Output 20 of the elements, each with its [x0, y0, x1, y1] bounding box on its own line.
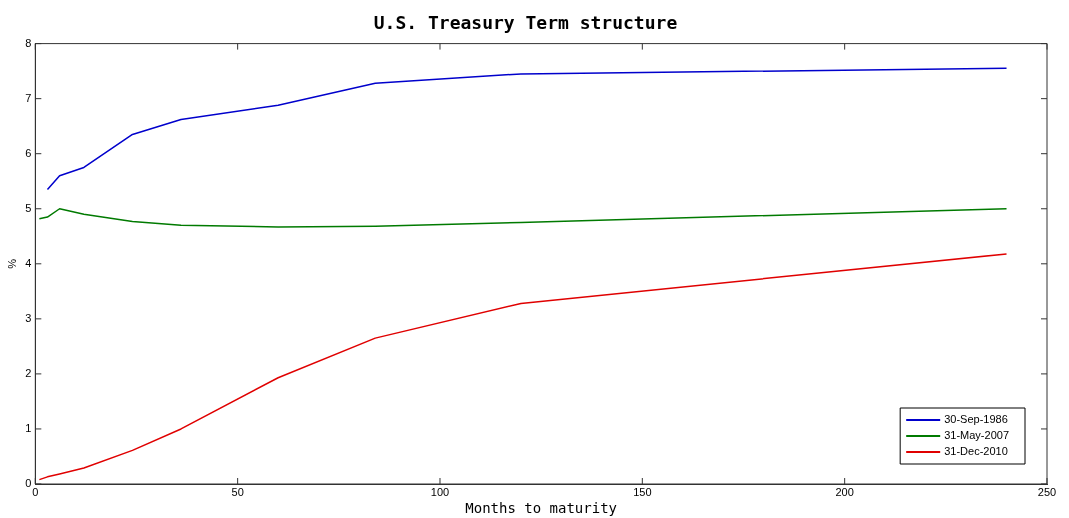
y-tick-label: 7	[25, 91, 32, 104]
legend-label: 31-Dec-2010	[944, 445, 1008, 458]
y-tick-label: 6	[25, 146, 32, 159]
x-tick-label: 50	[231, 485, 244, 498]
x-tick-label: 150	[633, 485, 652, 498]
y-tick-label: 0	[25, 477, 32, 490]
y-tick-label: 5	[25, 201, 32, 214]
x-tick-label: 200	[835, 485, 854, 498]
y-axis-title: %	[5, 258, 18, 269]
y-tick-label: 4	[25, 256, 32, 269]
chart-title: U.S. Treasury Term structure	[373, 12, 678, 34]
y-tick-label: 2	[25, 366, 32, 379]
y-tick-label: 1	[25, 421, 32, 434]
x-tick-label: 250	[1037, 485, 1057, 498]
legend-label: 31-May-2007	[944, 429, 1010, 442]
y-tick-label: 8	[25, 36, 32, 49]
x-tick-label: 100	[430, 485, 450, 498]
y-tick-label: 3	[25, 311, 32, 324]
legend-label: 30-Sep-1986	[944, 413, 1008, 426]
x-axis-title: Months to maturity	[465, 500, 618, 517]
